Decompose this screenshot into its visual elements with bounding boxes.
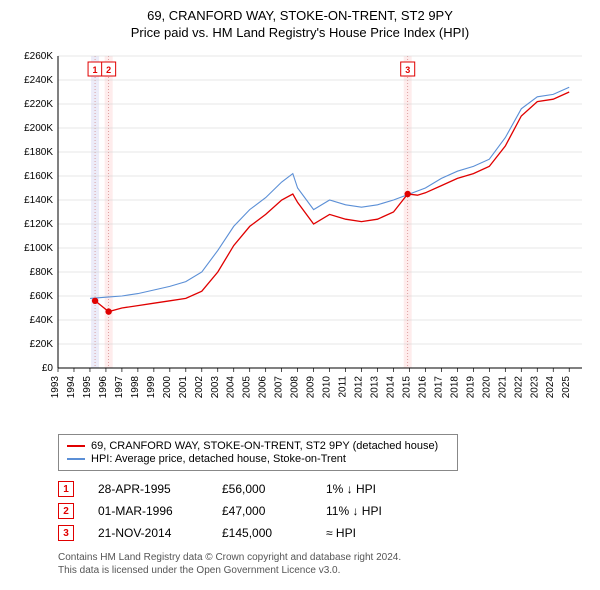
legend-item: 69, CRANFORD WAY, STOKE-ON-TRENT, ST2 9P… bbox=[67, 440, 449, 452]
svg-text:£0: £0 bbox=[42, 363, 54, 374]
svg-text:2000: 2000 bbox=[162, 376, 173, 399]
svg-text:2015: 2015 bbox=[401, 376, 412, 399]
svg-text:£140K: £140K bbox=[24, 195, 53, 206]
svg-text:1998: 1998 bbox=[130, 376, 141, 399]
svg-text:£120K: £120K bbox=[24, 219, 53, 230]
transaction-price: £56,000 bbox=[222, 482, 302, 496]
transaction-hpi: 11% ↓ HPI bbox=[326, 504, 426, 518]
svg-text:1994: 1994 bbox=[66, 376, 77, 399]
svg-text:2023: 2023 bbox=[529, 376, 540, 399]
svg-text:£260K: £260K bbox=[24, 51, 53, 62]
svg-text:2006: 2006 bbox=[258, 376, 269, 399]
legend-swatch bbox=[67, 458, 85, 460]
svg-text:2020: 2020 bbox=[481, 376, 492, 399]
svg-text:2003: 2003 bbox=[210, 376, 221, 399]
svg-text:£160K: £160K bbox=[24, 171, 53, 182]
chart-subtitle: Price paid vs. HM Land Registry's House … bbox=[8, 25, 592, 40]
svg-text:2011: 2011 bbox=[338, 376, 349, 398]
svg-text:£240K: £240K bbox=[24, 75, 53, 86]
svg-text:2007: 2007 bbox=[274, 376, 285, 399]
svg-text:2024: 2024 bbox=[545, 376, 556, 399]
legend-item: HPI: Average price, detached house, Stok… bbox=[67, 453, 449, 465]
svg-text:2016: 2016 bbox=[417, 376, 428, 399]
footnote-line: Contains HM Land Registry data © Crown c… bbox=[58, 551, 592, 564]
transaction-hpi: 1% ↓ HPI bbox=[326, 482, 426, 496]
chart-title: 69, CRANFORD WAY, STOKE-ON-TRENT, ST2 9P… bbox=[8, 8, 592, 23]
svg-text:1999: 1999 bbox=[146, 376, 157, 399]
svg-text:2009: 2009 bbox=[306, 376, 317, 399]
svg-text:2014: 2014 bbox=[385, 376, 396, 399]
svg-text:1: 1 bbox=[93, 65, 98, 75]
transaction-row: 3 21-NOV-2014 £145,000 ≈ HPI bbox=[58, 525, 592, 541]
transaction-date: 21-NOV-2014 bbox=[98, 526, 198, 540]
transaction-date: 01-MAR-1996 bbox=[98, 504, 198, 518]
svg-text:2001: 2001 bbox=[178, 376, 189, 399]
transaction-date: 28-APR-1995 bbox=[98, 482, 198, 496]
transaction-row: 1 28-APR-1995 £56,000 1% ↓ HPI bbox=[58, 481, 592, 497]
svg-text:2022: 2022 bbox=[513, 376, 524, 399]
footnote-line: This data is licensed under the Open Gov… bbox=[58, 564, 592, 577]
legend-swatch bbox=[67, 445, 85, 447]
transaction-row: 2 01-MAR-1996 £47,000 11% ↓ HPI bbox=[58, 503, 592, 519]
svg-text:£200K: £200K bbox=[24, 123, 53, 134]
svg-text:1995: 1995 bbox=[82, 376, 93, 399]
transactions-table: 1 28-APR-1995 £56,000 1% ↓ HPI 2 01-MAR-1996 £… bbox=[58, 481, 592, 541]
transaction-marker: 1 bbox=[58, 481, 74, 497]
svg-text:2021: 2021 bbox=[497, 376, 508, 399]
legend: 69, CRANFORD WAY, STOKE-ON-TRENT, ST2 9P… bbox=[58, 434, 458, 471]
legend-label: 69, CRANFORD WAY, STOKE-ON-TRENT, ST2 9P… bbox=[91, 440, 438, 452]
svg-text:2008: 2008 bbox=[290, 376, 301, 399]
svg-text:2025: 2025 bbox=[561, 376, 572, 399]
svg-text:2: 2 bbox=[106, 65, 111, 75]
footnote: Contains HM Land Registry data © Crown c… bbox=[58, 551, 592, 577]
svg-text:£220K: £220K bbox=[24, 99, 53, 110]
svg-text:1996: 1996 bbox=[98, 376, 109, 399]
svg-text:2010: 2010 bbox=[322, 376, 333, 399]
svg-text:£100K: £100K bbox=[24, 243, 53, 254]
transaction-price: £47,000 bbox=[222, 504, 302, 518]
transaction-hpi: ≈ HPI bbox=[326, 526, 426, 540]
svg-text:2019: 2019 bbox=[465, 376, 476, 399]
svg-text:£40K: £40K bbox=[30, 315, 54, 326]
svg-text:1997: 1997 bbox=[114, 376, 125, 399]
svg-text:1993: 1993 bbox=[50, 376, 61, 399]
svg-text:£180K: £180K bbox=[24, 147, 53, 158]
svg-text:2013: 2013 bbox=[370, 376, 381, 399]
price-chart: £0 £20K £40K £60K £80K £100K £120K £140K £160K £1… bbox=[8, 48, 592, 428]
svg-text:2002: 2002 bbox=[194, 376, 205, 399]
svg-text:2017: 2017 bbox=[433, 376, 444, 399]
svg-text:£80K: £80K bbox=[30, 267, 54, 278]
svg-text:2018: 2018 bbox=[449, 376, 460, 399]
svg-text:2004: 2004 bbox=[226, 376, 237, 399]
transaction-marker: 2 bbox=[58, 503, 74, 519]
transaction-price: £145,000 bbox=[222, 526, 302, 540]
svg-text:2012: 2012 bbox=[354, 376, 365, 399]
chart-svg: £0 £20K £40K £60K £80K £100K £120K £140K £160K £1… bbox=[8, 48, 592, 428]
svg-text:£60K: £60K bbox=[30, 291, 54, 302]
transaction-marker: 3 bbox=[58, 525, 74, 541]
legend-label: HPI: Average price, detached house, Stok… bbox=[91, 453, 346, 465]
svg-text:3: 3 bbox=[405, 65, 410, 75]
svg-text:£20K: £20K bbox=[30, 339, 54, 350]
svg-text:2005: 2005 bbox=[242, 376, 253, 399]
